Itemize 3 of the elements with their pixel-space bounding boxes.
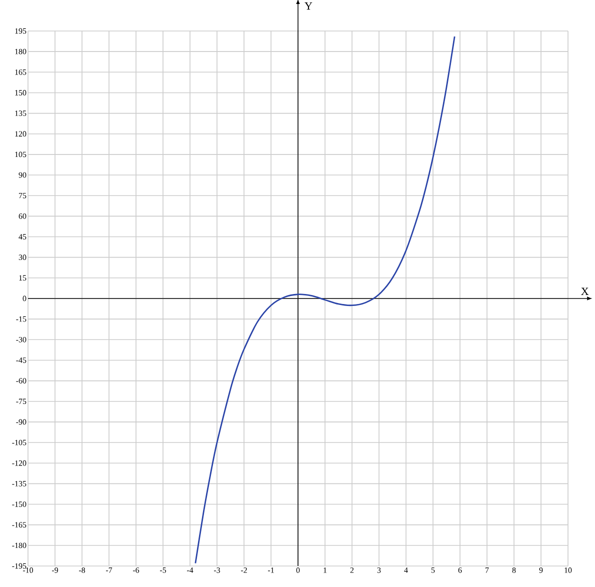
line-series [194, 36, 456, 564]
y-axis-title: Y [304, 2, 312, 10]
x-axis-title: X [581, 288, 589, 295]
